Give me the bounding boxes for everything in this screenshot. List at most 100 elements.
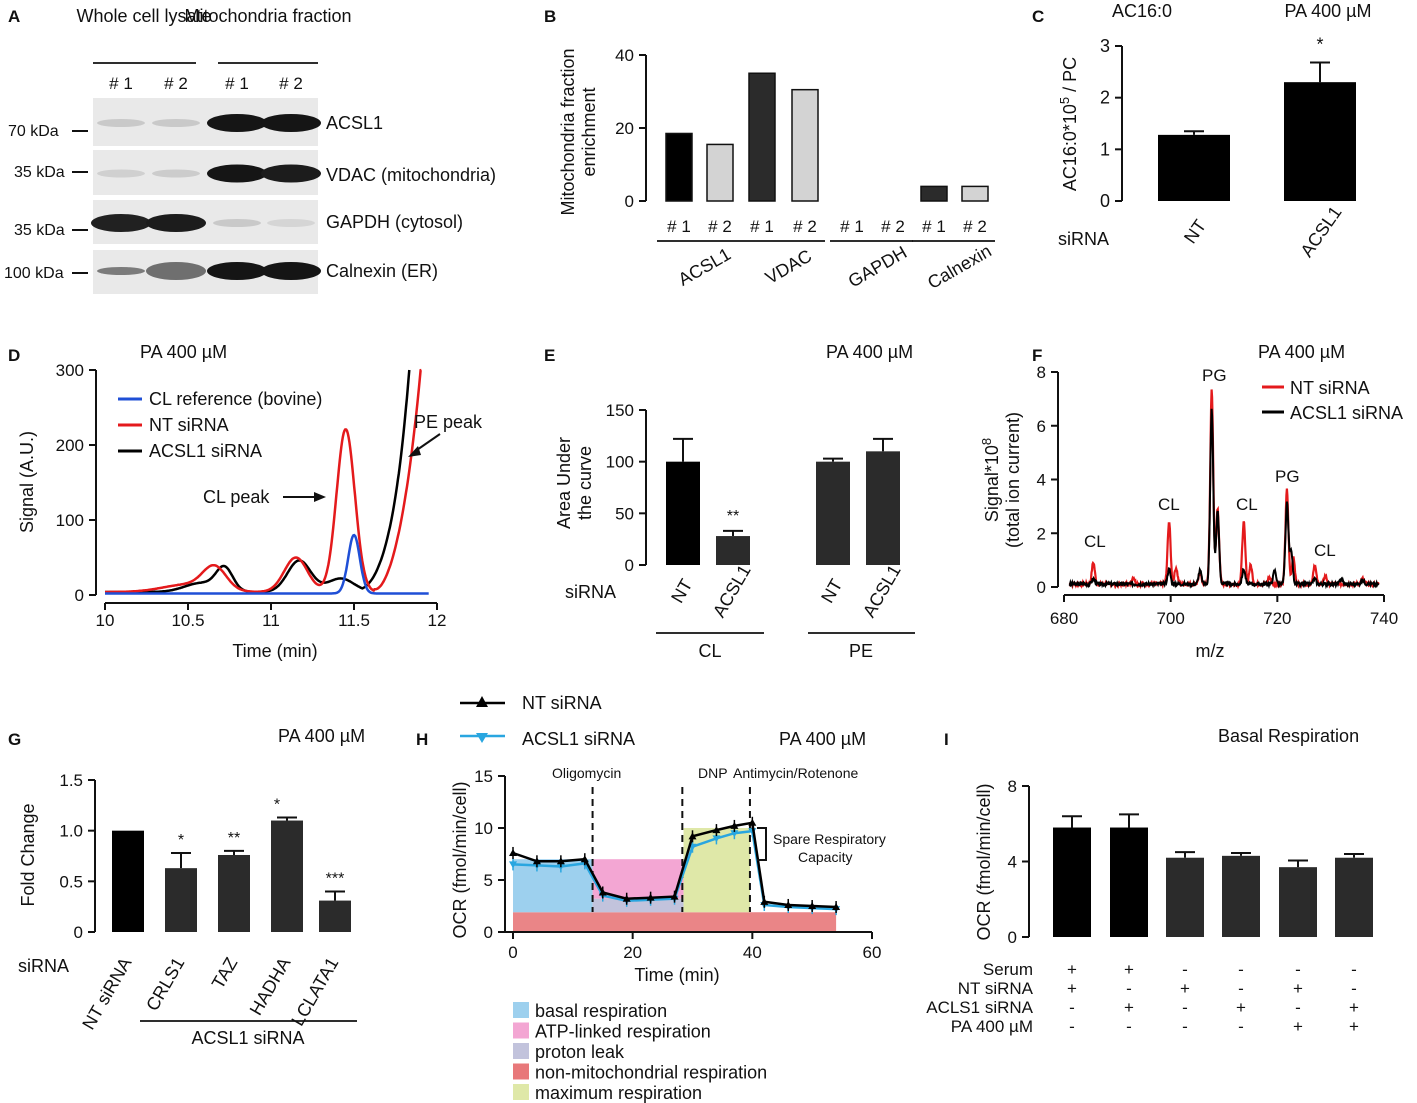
h-legend-acsl1: ACSL1 siRNA xyxy=(522,729,635,749)
d-line-cl-reference xyxy=(105,533,429,595)
f-y-tick-label: 6 xyxy=(1037,417,1046,436)
chart-f: PA 400 µM Signal*108 (total ion current) … xyxy=(979,342,1403,661)
d-y-tick-label: 0 xyxy=(75,586,84,605)
blot-band xyxy=(267,219,315,227)
i-condition-mark: - xyxy=(1182,960,1188,979)
h-marker xyxy=(688,832,697,840)
f-xlabel: m/z xyxy=(1196,641,1225,661)
d-y-tick-label: 200 xyxy=(56,436,84,455)
e-y-tick-label: 50 xyxy=(615,504,634,523)
g-title: PA 400 µM xyxy=(278,726,365,746)
i-condition-mark: - xyxy=(1069,998,1075,1017)
panel-label-i: I xyxy=(944,730,949,749)
b-bar xyxy=(791,88,819,202)
e-significance: ** xyxy=(727,508,739,525)
i-condition-label: PA 400 µM xyxy=(951,1017,1033,1036)
e-x-label: NT xyxy=(817,576,846,607)
b-y-tick-label: 40 xyxy=(615,46,634,65)
h-title: PA 400 µM xyxy=(779,729,866,749)
i-condition-mark: - xyxy=(1069,1017,1075,1036)
h-marker xyxy=(509,861,517,869)
h-marker xyxy=(730,830,739,838)
c-title-left: AC16:0 xyxy=(1112,1,1172,21)
g-significance: * xyxy=(274,796,280,813)
c-x-label: ACSL1 xyxy=(1297,202,1346,260)
i-condition-mark: - xyxy=(1238,979,1244,998)
f-peak-label: CL xyxy=(1158,495,1180,514)
panel-label-h: H xyxy=(416,730,428,749)
lane-label: # 1 xyxy=(109,74,133,93)
g-y-tick-label: 1.0 xyxy=(59,822,83,841)
blot-band xyxy=(261,164,321,183)
i-condition-mark: + xyxy=(1349,1017,1359,1036)
i-condition-mark: - xyxy=(1238,960,1244,979)
marker-label: 100 kDa xyxy=(4,265,64,282)
f-peak-label: CL xyxy=(1236,495,1258,514)
e-xlabel: siRNA xyxy=(565,582,616,602)
f-x-tick-label: 720 xyxy=(1263,609,1291,628)
i-bar xyxy=(1335,857,1373,937)
f-ylabel: Signal*108 (total ion current) xyxy=(979,412,1023,548)
lane-label: # 1 xyxy=(225,74,249,93)
f-y-tick-label: 0 xyxy=(1037,578,1046,597)
panel-label-g: G xyxy=(8,730,21,749)
c-y-tick-label: 2 xyxy=(1100,88,1110,108)
g-bar xyxy=(165,868,197,932)
pe-peak-label: PE peak xyxy=(414,412,483,432)
c-y-tick-label: 1 xyxy=(1100,139,1110,159)
blot-band xyxy=(91,214,151,232)
e-bar xyxy=(666,461,700,565)
blot-band xyxy=(207,164,267,183)
f-x-tick-label: 700 xyxy=(1156,609,1184,628)
b-lane-label: # 2 xyxy=(881,217,905,236)
b-bar xyxy=(665,132,693,202)
h-region-nonmito xyxy=(513,912,837,932)
h-legend-swatch xyxy=(513,1063,529,1080)
c-bar xyxy=(1158,134,1230,201)
i-condition-mark: + xyxy=(1293,1017,1303,1036)
i-condition-mark: - xyxy=(1295,998,1301,1017)
chart-e: PA 400 µM Area Underthe curve siRNA 0 50 1… xyxy=(554,342,915,661)
blot-band xyxy=(146,262,206,280)
h-injection-label: Antimycin/Rotenone xyxy=(733,765,859,781)
h-marker xyxy=(580,855,589,863)
d-title: PA 400 µM xyxy=(140,342,227,362)
i-bar xyxy=(1053,827,1091,937)
e-group-pe: PE xyxy=(849,641,873,661)
g-significance: * xyxy=(178,832,184,849)
g-group-label: ACSL1 siRNA xyxy=(191,1028,304,1048)
i-bar xyxy=(1110,827,1148,937)
b-lane-label: # 2 xyxy=(708,217,732,236)
h-y-tick-label: 0 xyxy=(484,923,493,942)
h-marker xyxy=(784,900,793,908)
b-bar xyxy=(748,72,776,202)
marker-label: 70 kDa xyxy=(8,123,59,140)
e-y-tick-label: 0 xyxy=(625,556,634,575)
e-ylabel: Area Underthe curve xyxy=(554,437,595,529)
e-title: PA 400 µM xyxy=(826,342,913,362)
g-ylabel: Fold Change xyxy=(18,803,38,906)
b-group-label: GAPDH xyxy=(845,242,910,291)
i-condition-mark: + xyxy=(1180,979,1190,998)
i-condition-mark: - xyxy=(1126,1017,1132,1036)
g-x-label: NT siRNA xyxy=(78,954,135,1033)
f-y-tick-label: 4 xyxy=(1037,471,1046,490)
g-bar xyxy=(218,854,250,932)
h-region-leak xyxy=(592,898,684,913)
h-marker xyxy=(832,903,841,911)
c-ylabel: AC16:0*105 / PC xyxy=(1057,57,1080,191)
h-legend-swatch xyxy=(513,1043,529,1059)
h-marker xyxy=(730,821,739,829)
i-condition-mark: - xyxy=(1351,979,1357,998)
i-condition-mark: + xyxy=(1236,998,1246,1017)
h-marker xyxy=(598,888,607,896)
e-x-label: ACSL1 xyxy=(859,561,905,620)
d-x-tick-label: 10.5 xyxy=(171,611,204,630)
b-lane-label: # 2 xyxy=(793,217,817,236)
b-bar xyxy=(706,143,734,202)
i-condition-mark: - xyxy=(1238,1017,1244,1036)
h-marker xyxy=(712,826,721,834)
g-significance: ** xyxy=(228,830,240,847)
b-group-label: Calnexin xyxy=(924,241,995,293)
i-bar xyxy=(1222,855,1260,937)
